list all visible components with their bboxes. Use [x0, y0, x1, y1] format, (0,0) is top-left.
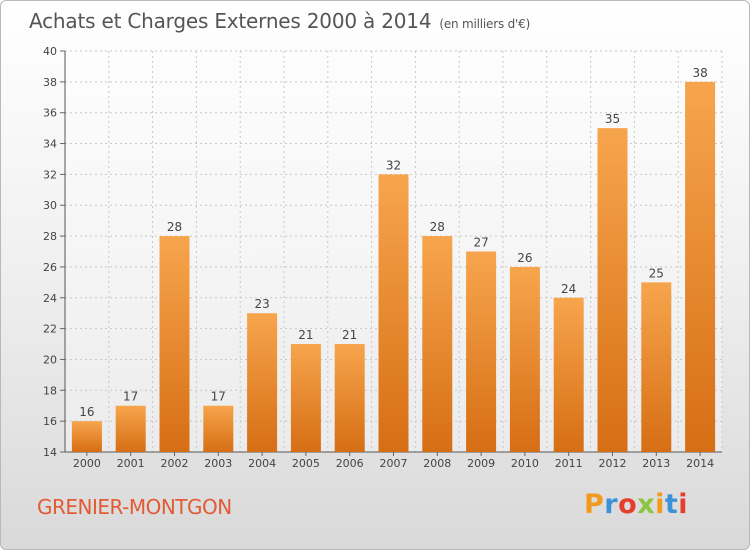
value-label-2011: 24 — [561, 282, 576, 296]
x-tick-label-2008: 2008 — [423, 457, 451, 470]
proxiti-logo[interactable]: Proxiti — [584, 489, 688, 520]
value-label-2005: 21 — [298, 328, 313, 342]
x-tick-label-2014: 2014 — [686, 457, 714, 470]
y-tick-label: 16 — [43, 415, 57, 428]
x-tick-label-2004: 2004 — [248, 457, 276, 470]
bar-2009 — [466, 251, 497, 452]
logo-letter: i — [655, 489, 665, 520]
value-label-2002: 28 — [167, 220, 182, 234]
bar-2005 — [290, 344, 321, 452]
x-tick-label-2005: 2005 — [292, 457, 320, 470]
y-tick-label: 36 — [43, 107, 57, 120]
y-tick-label: 38 — [43, 76, 57, 89]
value-label-2007: 32 — [386, 158, 401, 172]
bar-2003 — [203, 405, 234, 452]
value-label-2014: 38 — [692, 66, 707, 80]
logo-letter: r — [604, 489, 619, 520]
bar-2008 — [422, 236, 453, 452]
logo-letter: i — [678, 489, 689, 520]
x-tick-label-2013: 2013 — [642, 457, 670, 470]
x-tick-label-2012: 2012 — [599, 457, 627, 470]
logo-letter: P — [584, 489, 605, 520]
bar-2014 — [685, 81, 716, 452]
bar-2002 — [159, 236, 190, 452]
bar-2004 — [247, 313, 278, 452]
value-label-2012: 35 — [605, 112, 620, 126]
bar-2010 — [509, 266, 540, 452]
bar-2000 — [71, 421, 102, 452]
y-tick-label: 30 — [43, 199, 57, 212]
y-tick-label: 22 — [43, 323, 57, 336]
bar-2012 — [597, 128, 628, 452]
value-label-2009: 27 — [473, 236, 488, 250]
y-tick-label: 14 — [43, 446, 57, 459]
logo-letter: t — [664, 489, 679, 520]
x-tick-label-2011: 2011 — [555, 457, 583, 470]
y-tick-label: 32 — [43, 168, 57, 181]
logo-letter: x — [637, 489, 656, 520]
commune-name: GRENIER-MONTGON — [37, 495, 232, 519]
x-tick-label-2009: 2009 — [467, 457, 495, 470]
y-tick-label: 40 — [43, 45, 57, 58]
value-label-2003: 17 — [211, 390, 226, 404]
axes: 14 16 18 20 22 24 26 28 30 32 34 36 38 40 2000 2001 2002… — [43, 45, 722, 470]
y-tick-label: 18 — [43, 384, 57, 397]
x-tick-label-2010: 2010 — [511, 457, 539, 470]
y-tick-label: 28 — [43, 230, 57, 243]
x-tick-label-2006: 2006 — [336, 457, 364, 470]
x-tick-label-2000: 2000 — [73, 457, 101, 470]
value-label-2006: 21 — [342, 328, 357, 342]
logo-letter: o — [618, 489, 638, 520]
value-label-2013: 25 — [649, 266, 664, 280]
x-tick-label-2003: 2003 — [204, 457, 232, 470]
x-tick-label-2007: 2007 — [380, 457, 408, 470]
chart-unit: (en milliers d'€) — [439, 17, 531, 31]
chart-title-text: Achats et Charges Externes 2000 à 2014 — [29, 9, 432, 33]
value-label-2010: 26 — [517, 251, 532, 265]
labels: 16 17 28 17 23 21 21 32 28 27 26 24 35 25 38 — [79, 66, 707, 419]
bar-2011 — [553, 297, 584, 452]
bars — [71, 81, 716, 452]
value-label-2001: 17 — [123, 390, 138, 404]
value-label-2000: 16 — [79, 405, 94, 419]
y-tick-label: 26 — [43, 261, 57, 274]
bar-2006 — [334, 344, 365, 452]
x-tick-label-2002: 2002 — [161, 457, 189, 470]
chart-title: Achats et Charges Externes 2000 à 2014 (e… — [29, 9, 530, 33]
x-tick-label-2001: 2001 — [117, 457, 145, 470]
y-tick-label: 24 — [43, 292, 57, 305]
bar-2001 — [115, 405, 146, 452]
bar-2007 — [378, 174, 409, 452]
bar-2013 — [641, 282, 672, 452]
value-label-2004: 23 — [254, 297, 269, 311]
y-tick-label: 34 — [43, 138, 57, 151]
y-tick-label: 20 — [43, 353, 57, 366]
value-label-2008: 28 — [430, 220, 445, 234]
